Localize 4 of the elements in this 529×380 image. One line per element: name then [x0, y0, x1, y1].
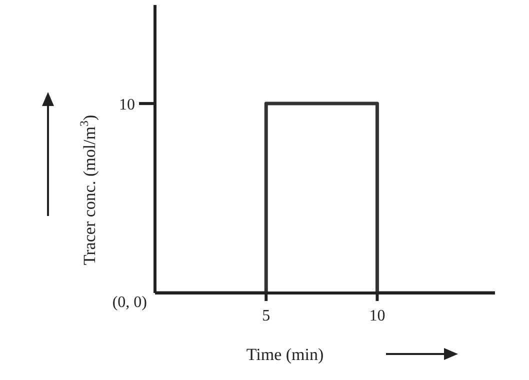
- x-tick-label: 5: [262, 307, 270, 324]
- x-axis-title: Time (min): [246, 345, 324, 364]
- annotation: (0, 0): [112, 294, 147, 311]
- text: 10: [119, 96, 135, 114]
